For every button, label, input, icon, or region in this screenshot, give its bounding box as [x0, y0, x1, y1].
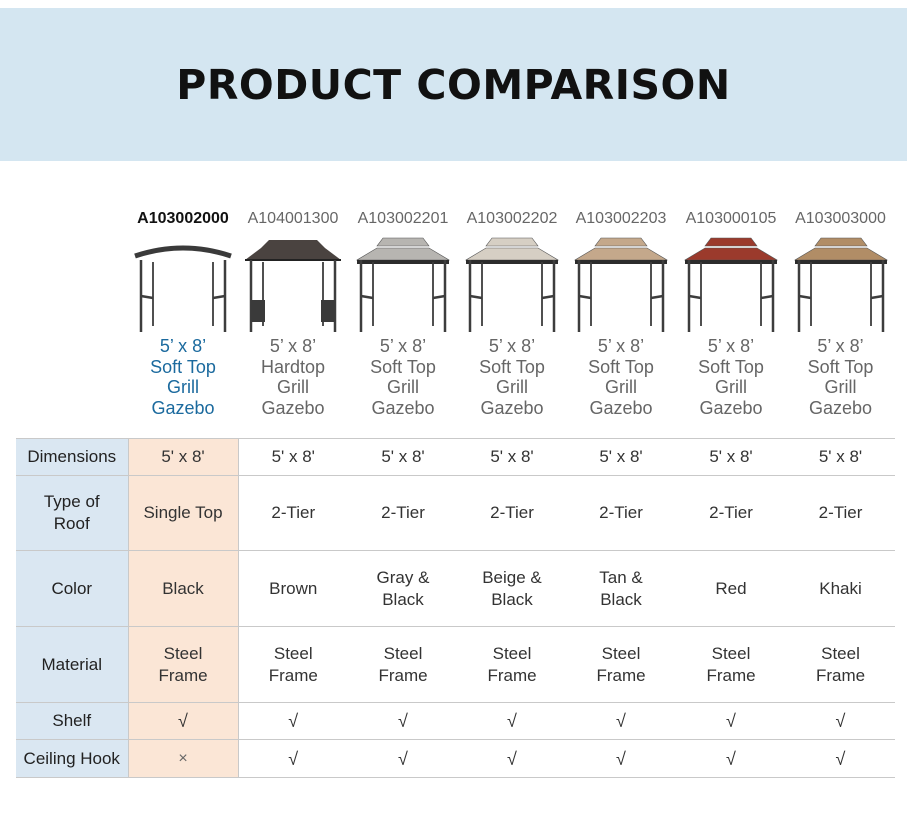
table-row: Color Black Brown Gray & Black Beige & Black… [16, 550, 895, 627]
check-mark: √ [676, 739, 786, 778]
row-label: Shelf [16, 702, 129, 740]
table-cell: 2-Tier [238, 475, 348, 551]
table-cell: 5' x 8' [348, 438, 458, 476]
check-mark: √ [348, 739, 458, 778]
check-mark: √ [458, 739, 566, 778]
check-mark: √ [348, 702, 458, 740]
product-code: A103002203 [575, 210, 667, 227]
table-cell: 5' x 8' [458, 438, 566, 476]
product-column-A103002201: A103002201 5’ x 8’ Soft Top Grill Gazebo [345, 210, 461, 425]
table-cell: 5' x 8' [676, 438, 786, 476]
table-cell: Beige & Black [458, 550, 566, 627]
product-name: 5’ x 8’ Soft Top Grill Gazebo [588, 336, 654, 418]
table-cell: Tan & Black [566, 550, 676, 627]
table-row: Dimensions 5' x 8' 5' x 8' 5' x 8' 5' x 8' 5'… [16, 438, 895, 476]
table-cell: Steel Frame [128, 626, 239, 703]
product-column-A103002202: A103002202 5’ x 8’ Soft Top Grill Gazebo [455, 210, 569, 425]
gazebo-hardtop-brown-icon [241, 236, 345, 336]
check-mark: √ [786, 739, 895, 778]
product-column-A103000105: A103000105 5’ x 8’ Soft Top Grill Gazebo [673, 210, 789, 425]
table-cell: Steel Frame [676, 626, 786, 703]
row-label: Ceiling Hook [16, 739, 129, 778]
gazebo-khaki-icon [789, 236, 893, 336]
gazebo-single-top-black-icon [131, 236, 235, 336]
product-code: A103000105 [685, 210, 777, 227]
product-code: A103002201 [357, 210, 449, 227]
row-label: Type of Roof [16, 475, 129, 551]
table-cell: 2-Tier [348, 475, 458, 551]
check-mark: √ [128, 702, 239, 740]
comparison-table: Dimensions 5' x 8' 5' x 8' 5' x 8' 5' x 8' 5'… [16, 438, 895, 778]
table-cell: Steel Frame [348, 626, 458, 703]
table-cell: 2-Tier [676, 475, 786, 551]
gazebo-red-icon [679, 236, 783, 336]
table-cell: 5' x 8' [128, 438, 239, 476]
table-row: Type of Roof Single Top 2-Tier 2-Tier 2-Tier… [16, 475, 895, 551]
product-column-A103002000: A103002000 5’ x 8’ Soft Top Grill Gazebo [128, 210, 238, 425]
check-mark: √ [458, 702, 566, 740]
product-code: A103002000 [137, 210, 229, 227]
product-name: 5’ x 8’ Soft Top Grill Gazebo [479, 336, 545, 418]
product-column-A103002203: A103002203 5’ x 8’ Soft Top Grill Gazebo [563, 210, 679, 425]
table-cell: Black [128, 550, 239, 627]
product-code: A104001300 [247, 210, 339, 227]
table-cell: Khaki [786, 550, 895, 627]
cross-mark: × [128, 739, 239, 778]
table-cell: Gray & Black [348, 550, 458, 627]
product-name: 5’ x 8’ Soft Top Grill Gazebo [150, 336, 216, 418]
check-mark: √ [676, 702, 786, 740]
check-mark: √ [786, 702, 895, 740]
table-cell: Brown [238, 550, 348, 627]
check-mark: √ [238, 739, 348, 778]
product-name: 5’ x 8’ Soft Top Grill Gazebo [370, 336, 436, 418]
product-code: A103003000 [795, 210, 886, 227]
table-cell: 5' x 8' [238, 438, 348, 476]
table-cell: Steel Frame [566, 626, 676, 703]
product-column-A103003000: A103003000 5’ x 8’ Soft Top Grill Gazebo [783, 210, 898, 425]
gazebo-beige-black-icon [460, 236, 564, 336]
table-cell: Red [676, 550, 786, 627]
gazebo-tan-black-icon [569, 236, 673, 336]
row-label: Dimensions [16, 438, 129, 476]
gazebo-gray-black-icon [351, 236, 455, 336]
page-title: PRODUCT COMPARISON [176, 60, 731, 109]
product-code: A103002202 [466, 210, 558, 227]
title-banner: PRODUCT COMPARISON [0, 8, 907, 161]
product-column-A104001300: A104001300 5’ x 8’ Hardtop Grill Gazebo [235, 210, 351, 425]
table-cell: Steel Frame [786, 626, 895, 703]
table-cell: 5' x 8' [566, 438, 676, 476]
table-cell: Single Top [128, 475, 239, 551]
table-cell: 2-Tier [458, 475, 566, 551]
product-name: 5’ x 8’ Soft Top Grill Gazebo [807, 336, 874, 418]
row-label: Material [16, 626, 129, 703]
table-cell: Steel Frame [238, 626, 348, 703]
row-label: Color [16, 550, 129, 627]
table-row: Ceiling Hook × √ √ √ √ √ √ [16, 739, 895, 778]
table-cell: 2-Tier [566, 475, 676, 551]
table-row: Material Steel Frame Steel Frame Steel Fram… [16, 626, 895, 703]
table-cell: Steel Frame [458, 626, 566, 703]
check-mark: √ [566, 702, 676, 740]
check-mark: √ [238, 702, 348, 740]
check-mark: √ [566, 739, 676, 778]
table-row: Shelf √ √ √ √ √ √ √ [16, 702, 895, 740]
product-name: 5’ x 8’ Soft Top Grill Gazebo [698, 336, 764, 418]
table-cell: 5' x 8' [786, 438, 895, 476]
table-cell: 2-Tier [786, 475, 895, 551]
product-name: 5’ x 8’ Hardtop Grill Gazebo [260, 336, 326, 418]
